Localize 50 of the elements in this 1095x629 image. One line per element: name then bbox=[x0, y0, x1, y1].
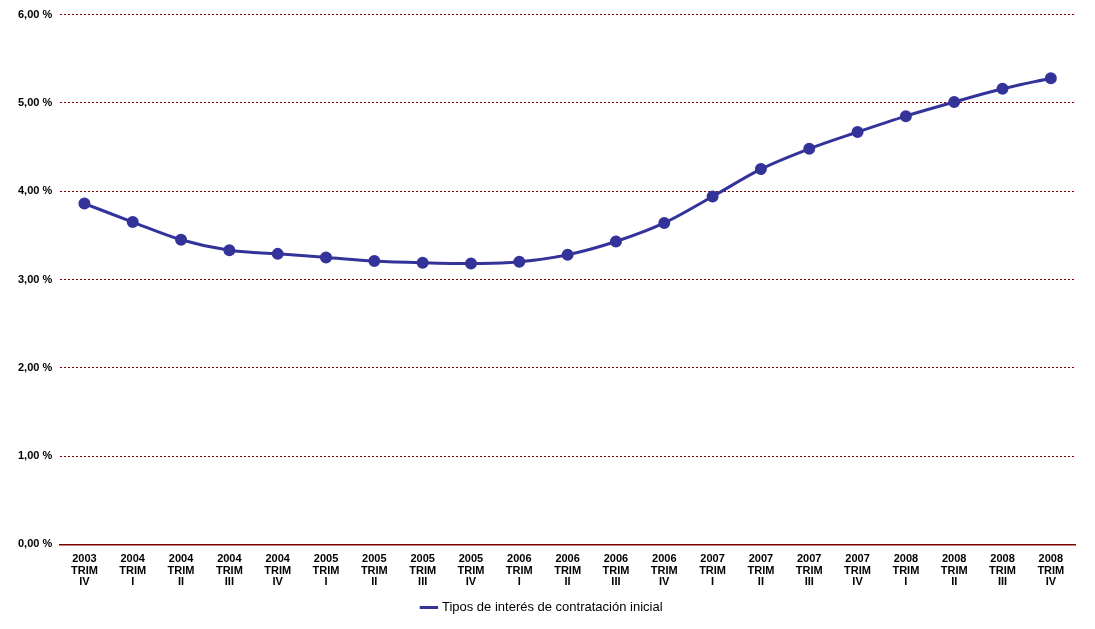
y-tick-label: 4,00 % bbox=[18, 184, 53, 197]
point bbox=[561, 248, 574, 261]
point bbox=[368, 254, 381, 267]
point bbox=[996, 82, 1009, 95]
y-tick-label: 6,00 % bbox=[18, 7, 53, 20]
x-tick-label: 2007 TRIM II bbox=[747, 552, 775, 588]
x-tick-label: 2005 TRIM I bbox=[312, 552, 340, 588]
y-tick-label: 3,00 % bbox=[18, 272, 53, 285]
point bbox=[416, 256, 429, 269]
point bbox=[754, 163, 767, 176]
legend-label: Tipos de interés de contratación inicial bbox=[441, 599, 663, 615]
x-tick-label: 2004 TRIM IV bbox=[264, 552, 292, 588]
point bbox=[78, 197, 91, 210]
point bbox=[223, 244, 236, 257]
point bbox=[706, 190, 719, 203]
x-tick-label: 2004 TRIM III bbox=[215, 552, 243, 588]
x-tick-label: 2008 TRIM III bbox=[989, 552, 1016, 588]
x-tick-label: 2003 TRIM IV bbox=[70, 552, 98, 588]
x-tick-label: 2007 TRIM I bbox=[699, 552, 727, 588]
x-tick-label: 2008 TRIM I bbox=[892, 552, 920, 588]
x-tick-label: 2005 TRIM IV bbox=[457, 552, 485, 588]
point bbox=[464, 257, 477, 270]
x-tick-label: 2005 TRIM II bbox=[360, 552, 388, 588]
point bbox=[851, 126, 864, 139]
point bbox=[271, 247, 284, 260]
y-tick-label: 0,00 % bbox=[18, 537, 53, 550]
x-tick-label: 2008 TRIM II bbox=[940, 552, 968, 588]
x-tick-label: 2005 TRIM III bbox=[409, 552, 437, 588]
point bbox=[803, 142, 816, 155]
point bbox=[513, 255, 526, 268]
point bbox=[948, 96, 961, 109]
point bbox=[175, 233, 188, 246]
x-tick-label: 2007 TRIM IV bbox=[844, 552, 871, 588]
x-tick-label: 2006 TRIM II bbox=[554, 552, 582, 588]
x-tick-label: 2006 TRIM I bbox=[505, 552, 533, 588]
point bbox=[609, 235, 622, 248]
x-tick-label: 2004 TRIM I bbox=[119, 552, 147, 588]
x-tick-label: 2008 TRIM IV bbox=[1037, 552, 1065, 588]
x-tick-label: 2006 TRIM III bbox=[602, 552, 630, 588]
y-tick-label: 1,00 % bbox=[18, 449, 53, 462]
point bbox=[320, 251, 333, 264]
point bbox=[126, 216, 139, 229]
x-tick-label: 2004 TRIM II bbox=[167, 552, 195, 588]
point bbox=[899, 110, 912, 123]
x-tick-label: 2007 TRIM III bbox=[795, 552, 823, 588]
y-tick-label: 2,00 % bbox=[18, 360, 53, 373]
point bbox=[1044, 72, 1057, 85]
point bbox=[658, 216, 671, 229]
y-tick-label: 5,00 % bbox=[18, 95, 53, 108]
x-tick-label: 2006 TRIM IV bbox=[650, 552, 678, 588]
